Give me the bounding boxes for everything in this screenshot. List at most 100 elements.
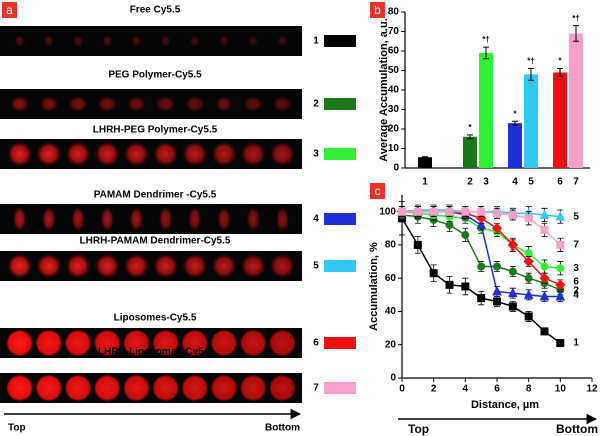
y-tick-label: 80 (385, 240, 397, 251)
row-swatch (324, 213, 356, 225)
tumor-spot (243, 96, 264, 112)
series-label: 5 (573, 211, 579, 222)
tumor-spot (248, 35, 259, 47)
marker (540, 262, 549, 271)
tumor-spot (189, 35, 200, 47)
tumor-spot (240, 375, 267, 401)
bar (418, 157, 432, 168)
marker (492, 285, 502, 296)
row-number: 5 (313, 261, 319, 272)
tumor-spot (102, 35, 113, 47)
marker (429, 207, 438, 216)
arrow-end: Bottom (556, 422, 598, 436)
marker (555, 290, 566, 301)
tumor-spot (211, 330, 237, 356)
tumor-spot (43, 35, 54, 47)
y-tick-label: 70 (388, 26, 400, 37)
series-label: 4 (573, 290, 579, 301)
tumor-spot (181, 375, 208, 401)
marker (493, 262, 501, 271)
tumor-spot (184, 96, 205, 112)
row-title: PEG Polymer-Cy5.5 (108, 70, 202, 81)
marker (556, 339, 565, 348)
marker (508, 210, 517, 219)
x-tick-label: 4 (463, 384, 469, 395)
marker (556, 264, 565, 273)
tumor-spot (38, 96, 59, 112)
tumor-spot (217, 206, 231, 232)
arrow-end: Bottom (265, 423, 300, 434)
tumor-spot (14, 35, 25, 47)
row-number: 4 (313, 214, 319, 225)
y-tick-label: 60 (388, 46, 400, 57)
y-tick-label: 20 (388, 124, 400, 135)
tumor-spot (131, 35, 142, 47)
row-title: LHRH-PEG Polymer-Cy5.5 (93, 125, 218, 136)
series-label: 3 (573, 263, 579, 274)
row-swatch (324, 148, 356, 160)
marker (508, 267, 517, 276)
marker (539, 272, 550, 284)
tumor-spot (152, 253, 179, 279)
tumor-spot (155, 96, 176, 112)
row-swatch (324, 98, 356, 110)
significance-label: * (558, 57, 562, 66)
panel-label: c (375, 184, 381, 198)
tumor-spot (240, 330, 267, 356)
marker (555, 211, 566, 221)
row-number: 2 (313, 99, 319, 110)
row-number: 1 (313, 36, 319, 47)
y-tick-label: 20 (385, 339, 397, 350)
x-tick-label: 6 (557, 177, 563, 188)
tumor-spot (65, 375, 91, 401)
tumor-spot (240, 253, 267, 279)
row-title: PAMAM Dendrimer -Cy5.5 (94, 190, 217, 201)
tumor-spot (97, 96, 118, 112)
tumor-spot (65, 330, 91, 356)
tumor-spot (35, 253, 62, 279)
error-bar (573, 25, 579, 42)
marker (524, 274, 533, 283)
significance-label: *† (482, 35, 490, 44)
arrow-start: Top (8, 423, 26, 434)
marker (523, 256, 534, 267)
tumor-spot (219, 35, 229, 47)
marker (491, 223, 503, 234)
row-swatch (324, 337, 356, 349)
marker (523, 289, 534, 299)
tumor-spot (211, 253, 237, 279)
tumor-spot (94, 253, 121, 279)
tumor-spot (41, 206, 56, 232)
marker (476, 219, 486, 229)
y-tick-label: 60 (385, 273, 397, 284)
bar (524, 74, 538, 168)
marker (507, 239, 519, 251)
arrow-start: Top (408, 422, 429, 436)
marker (461, 282, 470, 291)
tumor-spot (272, 96, 293, 112)
panel-label-box (370, 183, 385, 199)
significance-label: * (468, 123, 472, 132)
y-tick-label: 40 (385, 306, 397, 317)
x-tick-label: 4 (512, 177, 518, 188)
tumor-spot (269, 375, 296, 401)
marker (477, 262, 486, 271)
x-tick-label: 12 (586, 384, 598, 395)
error-bar (467, 134, 473, 140)
marker (429, 269, 438, 278)
marker (540, 225, 549, 234)
row-number: 6 (313, 338, 319, 349)
x-tick-label: 3 (483, 177, 489, 188)
series-label: 7 (573, 240, 579, 251)
tumor-spot (35, 141, 62, 167)
tumor-spot (12, 206, 27, 232)
tumor-spot (65, 253, 91, 279)
marker (556, 240, 565, 249)
x-axis-title: Distance, µm (471, 399, 539, 411)
marker (477, 207, 486, 216)
y-axis-title: Accumulation, % (368, 242, 380, 331)
bar (479, 52, 493, 169)
tumor-spot (152, 141, 179, 167)
row-title: LHRH-PAMAM Dendrimer-Cy5.5 (80, 236, 231, 247)
